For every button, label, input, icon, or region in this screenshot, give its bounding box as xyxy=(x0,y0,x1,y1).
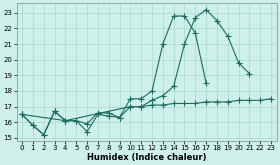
X-axis label: Humidex (Indice chaleur): Humidex (Indice chaleur) xyxy=(87,152,206,162)
